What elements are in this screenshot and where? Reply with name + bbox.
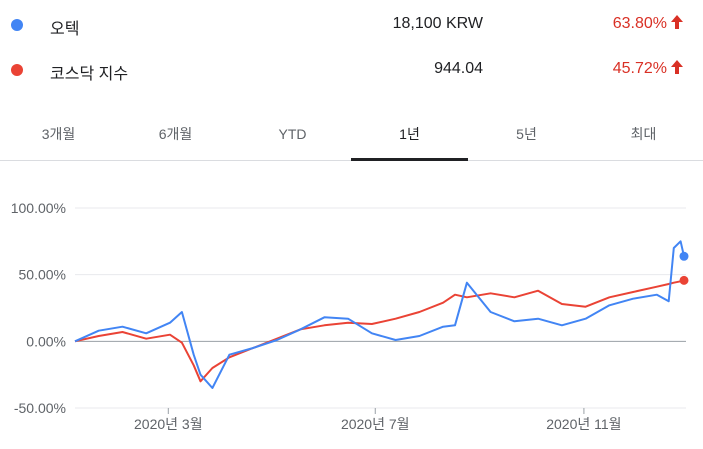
series-price: 944.04 (434, 60, 483, 77)
tab-3-months[interactable]: 3개월 (41, 126, 76, 142)
series-line-otek (74, 240, 685, 389)
series-endpoint-kosdaq (679, 275, 689, 285)
y-tick-label: 50.00% (19, 267, 66, 283)
x-tick-label: 2020년 7월 (341, 416, 410, 432)
series-price: 18,100 KRW (392, 15, 483, 32)
arrow-up-icon (671, 15, 683, 34)
series-name: 코스닥 지수 (50, 66, 129, 83)
y-tick-label: 100.00% (11, 200, 66, 216)
x-tick-label: 2020년 11월 (546, 416, 621, 432)
arrow-up-icon (671, 60, 683, 79)
series-change: 45.72% (613, 60, 683, 79)
tab-5-years[interactable]: 5년 (516, 126, 537, 142)
series-change: 63.80% (613, 15, 683, 34)
series-color-dot (11, 64, 23, 76)
y-tick-label: 0.00% (26, 333, 66, 349)
tab-ytd[interactable]: YTD (278, 126, 307, 142)
legend-row-kosdaq[interactable]: 코스닥 지수 944.04 45.72% (0, 46, 703, 94)
tab-max[interactable]: 최대 (630, 126, 657, 142)
tab-6-months[interactable]: 6개월 (158, 126, 193, 142)
series-color-dot (11, 19, 23, 31)
tab-1-year[interactable]: 1년 (351, 108, 468, 161)
legend-row-otek[interactable]: 오텍 18,100 KRW 63.80% (0, 1, 703, 49)
time-range-tabs: 3개월 6개월 YTD 1년 5년 최대 (0, 108, 703, 161)
y-tick-label: -50.00% (14, 400, 66, 416)
series-line-kosdaq (74, 279, 685, 383)
series-name: 오텍 (50, 21, 80, 38)
x-tick-label: 2020년 3월 (134, 416, 203, 432)
series-endpoint-otek (679, 251, 689, 261)
